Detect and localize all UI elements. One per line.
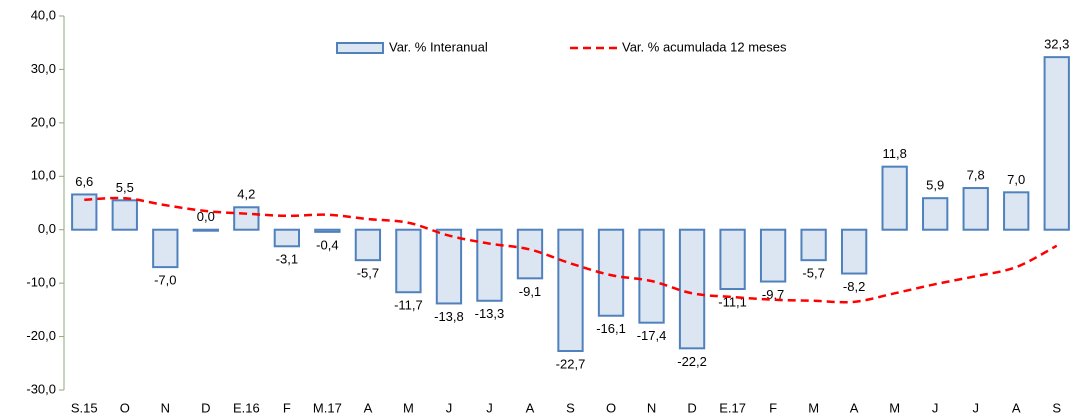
bar bbox=[435, 228, 463, 305]
value-label: -11,7 bbox=[394, 298, 423, 313]
value-label: -16,1 bbox=[596, 321, 626, 336]
x-tick-label: E.17 bbox=[719, 400, 746, 415]
y-tick-label: -10,0 bbox=[26, 275, 56, 290]
legend-swatch bbox=[336, 42, 384, 54]
bar bbox=[273, 228, 301, 248]
value-label: -5,7 bbox=[357, 266, 379, 281]
value-label: -22,7 bbox=[556, 356, 586, 371]
x-tick-label: D bbox=[687, 400, 696, 415]
x-tick-label: E.16 bbox=[233, 400, 260, 415]
bar bbox=[1043, 56, 1070, 231]
bar bbox=[759, 228, 787, 283]
value-label: -5,7 bbox=[802, 266, 824, 281]
bar bbox=[719, 228, 746, 291]
legend-label: Var. % Interanual bbox=[389, 39, 488, 54]
value-label: 11,8 bbox=[882, 146, 906, 161]
value-label: 5,9 bbox=[926, 178, 944, 193]
bar bbox=[71, 193, 98, 231]
bar bbox=[354, 228, 382, 262]
x-tick-label: D bbox=[201, 400, 210, 415]
y-tick-label: 10,0 bbox=[31, 168, 56, 183]
x-tick-label: J bbox=[932, 400, 939, 415]
bar bbox=[516, 228, 544, 280]
x-tick-label: J bbox=[446, 400, 453, 415]
bar bbox=[840, 228, 868, 275]
value-label: -0,4 bbox=[316, 237, 338, 252]
bar bbox=[476, 228, 503, 302]
value-label: 4,2 bbox=[237, 187, 255, 202]
x-tick-label: S.15 bbox=[71, 400, 98, 415]
line bbox=[84, 196, 1058, 304]
x-tick-label: A bbox=[364, 400, 373, 415]
bar bbox=[678, 228, 706, 350]
x-tick-label: M bbox=[889, 400, 900, 415]
y-tick-label: -30,0 bbox=[26, 381, 56, 396]
value-label: -8,2 bbox=[843, 279, 865, 294]
x-tick-label: S bbox=[1052, 400, 1061, 415]
bar bbox=[395, 228, 422, 294]
legend-label: Var. % acumulada 12 meses bbox=[622, 39, 787, 54]
x-tick-label: F bbox=[769, 400, 777, 415]
bar bbox=[314, 228, 341, 233]
bar bbox=[638, 228, 665, 324]
bar bbox=[1003, 191, 1030, 231]
value-label: -3,1 bbox=[276, 252, 298, 267]
x-tick-label: N bbox=[161, 400, 170, 415]
value-label: -9,1 bbox=[519, 284, 541, 299]
x-tick-label: J bbox=[972, 400, 979, 415]
x-tick-label: N bbox=[647, 400, 656, 415]
value-label: 7,8 bbox=[967, 167, 985, 182]
x-tick-label: M bbox=[403, 400, 414, 415]
y-tick-label: 20,0 bbox=[31, 114, 56, 129]
x-tick-label: A bbox=[1012, 400, 1021, 415]
x-tick-label: F bbox=[283, 400, 291, 415]
value-label: 32,3 bbox=[1044, 37, 1069, 52]
x-tick-label: O bbox=[606, 400, 616, 415]
bar bbox=[922, 197, 949, 231]
value-label: -13,8 bbox=[434, 309, 464, 324]
value-label: -7,0 bbox=[154, 273, 176, 288]
bar bbox=[881, 165, 908, 231]
bar bbox=[800, 228, 827, 262]
value-label: 7,0 bbox=[1007, 172, 1025, 187]
bar bbox=[557, 228, 584, 352]
x-tick-label: O bbox=[120, 400, 130, 415]
bar bbox=[152, 228, 179, 269]
y-tick-label: -20,0 bbox=[26, 328, 56, 343]
value-label: -17,4 bbox=[637, 328, 667, 343]
x-tick-label: A bbox=[526, 400, 535, 415]
y-tick-label: 0,0 bbox=[38, 221, 56, 236]
value-label: 6,6 bbox=[75, 174, 93, 189]
value-label: -13,3 bbox=[475, 306, 505, 321]
bar bbox=[111, 199, 138, 231]
x-tick-label: S bbox=[566, 400, 575, 415]
y-tick-label: 40,0 bbox=[31, 7, 56, 22]
y-tick-label: 30,0 bbox=[31, 61, 56, 76]
x-tick-label: M.17 bbox=[313, 400, 342, 415]
value-label: -22,2 bbox=[677, 354, 707, 369]
x-tick-label: J bbox=[486, 400, 493, 415]
bar bbox=[192, 228, 219, 232]
bar bbox=[233, 206, 260, 231]
value-label: 5,5 bbox=[116, 180, 134, 195]
bar bbox=[962, 187, 989, 231]
x-tick-label: M bbox=[808, 400, 819, 415]
x-tick-label: A bbox=[850, 400, 859, 415]
value-label: 0,0 bbox=[197, 209, 215, 224]
